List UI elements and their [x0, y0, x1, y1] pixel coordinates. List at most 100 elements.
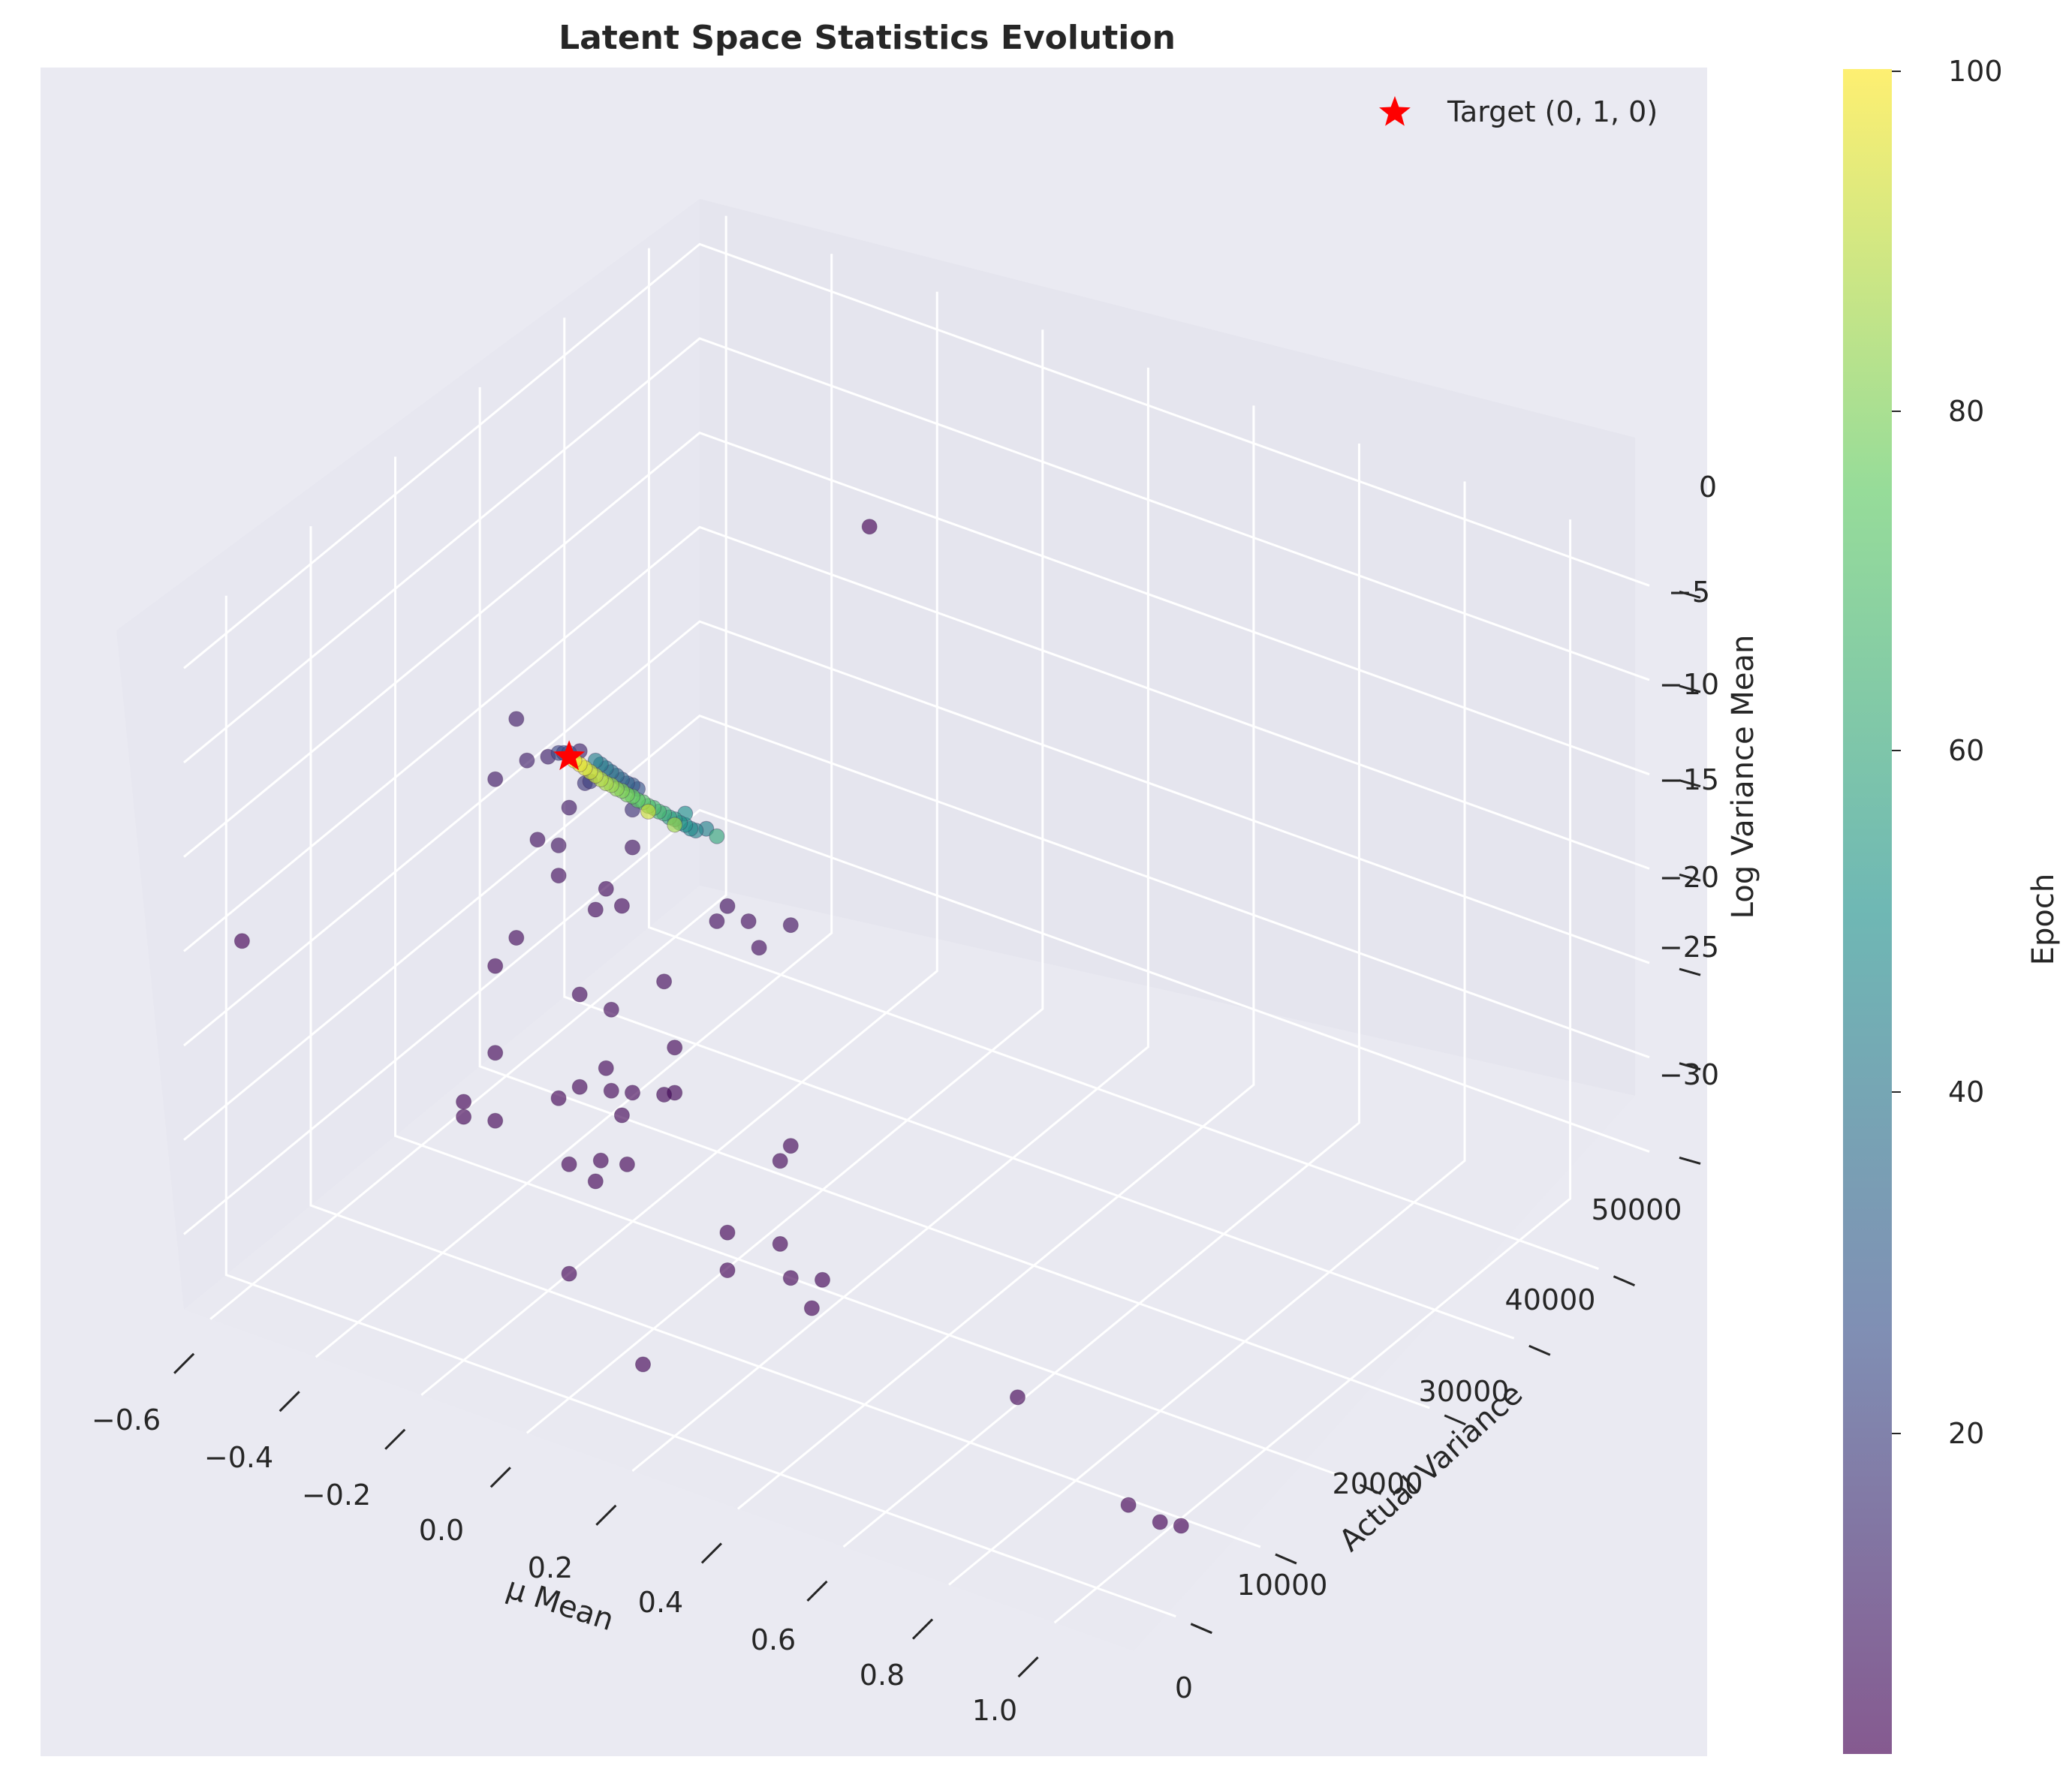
- scatter-point: [719, 1262, 736, 1278]
- scatter-point: [667, 817, 683, 833]
- scatter-point: [603, 1001, 619, 1018]
- z-tick-mark: [1679, 873, 1701, 882]
- scatter-point: [719, 1224, 736, 1241]
- z-tick-mark: [1679, 1157, 1701, 1165]
- colorbar-tick-label: 100: [1948, 55, 2003, 88]
- scatter-point: [487, 1045, 504, 1061]
- y-tick-label: 20000: [1333, 1467, 1423, 1500]
- x-tick-label: −0.2: [302, 1479, 371, 1512]
- grid-line: [183, 431, 1650, 858]
- z-tick-mark: [1679, 1062, 1701, 1071]
- scatter-point: [613, 1107, 630, 1124]
- scatter-point: [561, 1156, 577, 1172]
- scatter-point: [508, 930, 525, 946]
- grid: [183, 215, 1650, 1624]
- colorbar-tick-label: 20: [1948, 1417, 1984, 1450]
- floor-pane: [184, 886, 1635, 1651]
- scatter-point: [625, 839, 640, 856]
- colorbar: [1843, 69, 1892, 1754]
- scatter-point: [519, 752, 535, 769]
- scatter-point: [487, 771, 504, 787]
- scatter-point: [782, 1270, 799, 1286]
- y-tick-labels: 0 10000 20000 30000 40000 50000: [1175, 1193, 1682, 1704]
- x-tick-label: 0.0: [419, 1514, 464, 1547]
- y-tick-label: 30000: [1419, 1375, 1510, 1408]
- scatter-point: [456, 1109, 472, 1125]
- y-tick-label: 40000: [1505, 1283, 1596, 1316]
- scatter-point: [1010, 1389, 1025, 1406]
- scatter-point: [550, 868, 567, 884]
- scatter-point: [815, 1271, 830, 1288]
- grid-line: [183, 337, 1650, 764]
- colorbar-label: Epoch: [2026, 874, 2061, 965]
- scatter-point: [550, 1090, 567, 1106]
- scatter-point: [625, 1085, 640, 1101]
- scatter-point: [571, 986, 588, 1003]
- y-tick-label: 50000: [1592, 1193, 1682, 1226]
- scatter-point: [656, 1087, 673, 1103]
- scatter-point: [751, 940, 767, 956]
- scatter-point: [772, 1235, 788, 1252]
- scatter-point: [613, 898, 630, 914]
- scatter-point: [667, 1039, 683, 1056]
- z-tick-label: −20: [1659, 861, 1719, 894]
- x-tick-label: 0.6: [751, 1623, 796, 1656]
- colorbar-ticks: 20 40 60 80 100: [1892, 55, 2003, 1450]
- scatter-point: [487, 1112, 504, 1129]
- scatter-point: [656, 973, 673, 990]
- y-tick-mark: [1359, 1484, 1382, 1495]
- scatter-point: [640, 803, 656, 820]
- z-tick-mark: [1679, 684, 1701, 693]
- z-tick-mark: [1679, 967, 1701, 976]
- legend-star-icon: [1379, 96, 1411, 126]
- data-points: [233, 519, 1189, 1534]
- colorbar-tick-label: 80: [1948, 395, 1984, 428]
- x-tick-mark: [279, 1391, 300, 1412]
- scatter-point: [587, 901, 604, 918]
- scatter-point: [635, 1356, 651, 1373]
- legend: Target (0, 1, 0): [1379, 95, 1658, 128]
- scatter-point: [772, 1153, 788, 1169]
- scatter-point: [1120, 1497, 1137, 1513]
- y-tick-mark: [1275, 1553, 1297, 1565]
- scatter-point: [529, 832, 546, 848]
- x-tick-mark: [700, 1542, 722, 1564]
- grid-line: [183, 242, 1650, 669]
- scatter-point: [592, 1152, 609, 1169]
- x-tick-label: −0.6: [92, 1403, 161, 1437]
- chart-title: Latent Space Statistics Evolution: [559, 19, 1176, 57]
- scatter-point: [619, 1156, 635, 1172]
- scatter-point: [709, 913, 725, 929]
- x-tick-label: 1.0: [972, 1694, 1017, 1727]
- y-tick-mark: [1528, 1344, 1551, 1356]
- x-tick-mark: [384, 1428, 406, 1450]
- x-tick-label: 0.8: [860, 1659, 905, 1692]
- x-tick-mark: [806, 1580, 828, 1602]
- scatter-point: [782, 917, 799, 934]
- scatter-point: [456, 1094, 472, 1110]
- scatter-point: [487, 958, 504, 974]
- scatter-point: [1152, 1514, 1168, 1530]
- z-tick-mark: [1679, 590, 1701, 599]
- scatter-point: [782, 1138, 799, 1154]
- y-tick-mark: [1613, 1275, 1636, 1286]
- grid-line: [183, 715, 1650, 1141]
- z-tick-labels: −30 −25 −20 −15 −10 −5 0: [1659, 471, 1719, 1091]
- left-pane: [116, 199, 700, 1310]
- grid-line: [183, 808, 1650, 1235]
- x-tick-mark: [911, 1618, 934, 1640]
- z-tick-label: −10: [1659, 668, 1719, 701]
- x-tick-mark: [173, 1352, 195, 1374]
- x-tick-mark: [489, 1467, 511, 1488]
- scatter-point: [598, 1060, 614, 1076]
- scatter-point: [709, 828, 725, 844]
- x-tick-label: 0.2: [528, 1551, 573, 1584]
- z-tick-label: −30: [1659, 1058, 1719, 1091]
- y-tick-label: 10000: [1237, 1569, 1328, 1602]
- colorbar-tick-label: 40: [1948, 1076, 1984, 1109]
- z-tick-label: 0: [1699, 471, 1717, 504]
- z-tick-label: −5: [1668, 576, 1710, 609]
- y-tick-label: 0: [1175, 1671, 1193, 1704]
- y-tick-mark: [1444, 1414, 1466, 1426]
